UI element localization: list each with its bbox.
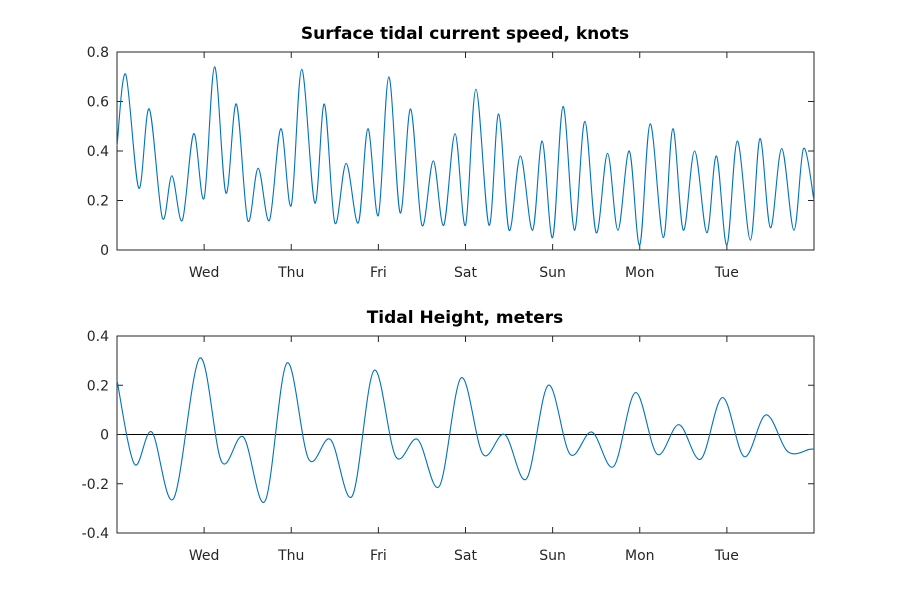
x-tick-label: Tue <box>714 548 739 564</box>
x-tick-label: Sat <box>454 265 477 281</box>
x-tick-label: Sat <box>454 548 477 564</box>
series-line <box>116 66 815 246</box>
chart-title: Tidal Height, meters <box>367 308 564 328</box>
y-tick-label: 0.4 <box>87 144 109 160</box>
current-speed-chart: Surface tidal current speed, knots 00.20… <box>87 24 815 281</box>
x-tick-label: Wed <box>189 548 220 564</box>
y-tick-label: 0.6 <box>87 95 109 111</box>
y-tick-label: 0 <box>100 428 109 444</box>
x-tick-label: Thu <box>277 548 304 564</box>
x-tick-label: Sun <box>539 265 566 281</box>
y-axis-ticks: 0 0.2 0.4 0.6 0.8 <box>87 45 814 259</box>
x-tick-label: Mon <box>625 548 655 564</box>
y-tick-label: 0.2 <box>87 378 109 394</box>
x-axis-ticks: Wed Thu Fri Sat Sun Mon Tue <box>189 52 739 281</box>
x-tick-label: Wed <box>189 265 220 281</box>
y-tick-label: 0.8 <box>87 45 109 61</box>
y-axis-ticks: -0.4 -0.2 0 0.2 0.4 <box>82 329 814 542</box>
plot-area <box>116 51 815 251</box>
y-tick-label: 0.2 <box>87 194 109 210</box>
x-tick-label: Fri <box>370 548 387 564</box>
y-tick-label: 0 <box>100 243 109 259</box>
x-tick-label: Fri <box>370 265 387 281</box>
x-tick-label: Mon <box>625 265 655 281</box>
y-tick-label: -0.4 <box>82 526 109 542</box>
x-tick-label: Sun <box>539 548 566 564</box>
y-tick-label: -0.2 <box>82 477 109 493</box>
series-line <box>116 357 815 503</box>
tidal-height-chart: Tidal Height, meters -0.4 -0.2 0 0.2 0.4 Wed… <box>82 308 815 564</box>
x-tick-label: Thu <box>277 265 304 281</box>
chart-title: Surface tidal current speed, knots <box>301 24 629 44</box>
x-tick-label: Tue <box>714 265 739 281</box>
y-tick-label: 0.4 <box>87 329 109 345</box>
x-axis-ticks: Wed Thu Fri Sat Sun Mon Tue <box>189 336 739 564</box>
